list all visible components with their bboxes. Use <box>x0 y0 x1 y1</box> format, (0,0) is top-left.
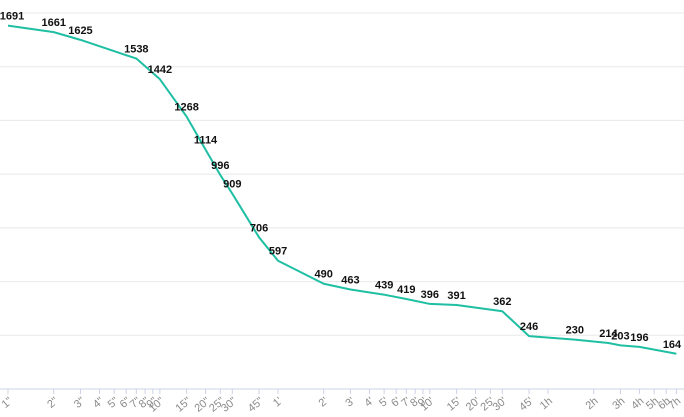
x-tick-label: 45" <box>246 395 266 415</box>
data-label: 439 <box>375 280 393 292</box>
data-label: 706 <box>250 222 268 234</box>
data-label: 164 <box>663 339 682 351</box>
x-tick-label: 15' <box>445 395 464 413</box>
x-tick-label: 45' <box>517 395 536 413</box>
x-tick-label: 1h <box>538 395 555 412</box>
data-label: 1625 <box>68 25 92 37</box>
x-tick-label: 2' <box>317 395 331 409</box>
data-label: 246 <box>520 321 538 333</box>
data-label: 597 <box>269 246 287 258</box>
data-label: 490 <box>315 269 333 281</box>
x-tick-label: 2" <box>45 395 60 411</box>
x-tick-label: 1" <box>0 395 15 411</box>
line <box>7 24 677 355</box>
data-label: 1268 <box>174 102 198 114</box>
data-label: 463 <box>341 275 359 287</box>
data-label: 1442 <box>148 64 172 76</box>
x-tick-label: 4" <box>91 395 106 411</box>
x-tick-label: 5' <box>377 395 391 409</box>
data-label: 909 <box>223 179 241 191</box>
data-label: 1114 <box>194 135 218 147</box>
x-tick-label: 3h <box>610 395 627 412</box>
x-tick-label: 15" <box>173 395 193 415</box>
x-tick-label: 1' <box>271 395 285 409</box>
data-label: 203 <box>611 330 629 342</box>
x-tick-label: 4' <box>362 395 376 409</box>
data-label: 362 <box>493 296 511 308</box>
x-tick-label: 30" <box>219 395 239 415</box>
data-label: 996 <box>211 160 229 172</box>
data-label: 1691 <box>0 11 24 23</box>
x-tick-label: 30' <box>491 395 510 413</box>
data-label: 214 <box>599 328 618 340</box>
data-label: 396 <box>421 289 439 301</box>
x-tick-label: 3" <box>72 395 87 411</box>
data-label: 391 <box>447 290 465 302</box>
x-tick-label: 2h <box>584 395 601 412</box>
x-tick-label: 7h <box>666 395 683 412</box>
data-label: 1661 <box>41 17 65 29</box>
data-label: 230 <box>566 325 584 337</box>
data-label: 1538 <box>124 44 148 56</box>
data-label: 196 <box>630 332 648 344</box>
x-tick-label: 3' <box>343 395 357 409</box>
data-label: 419 <box>397 284 415 296</box>
